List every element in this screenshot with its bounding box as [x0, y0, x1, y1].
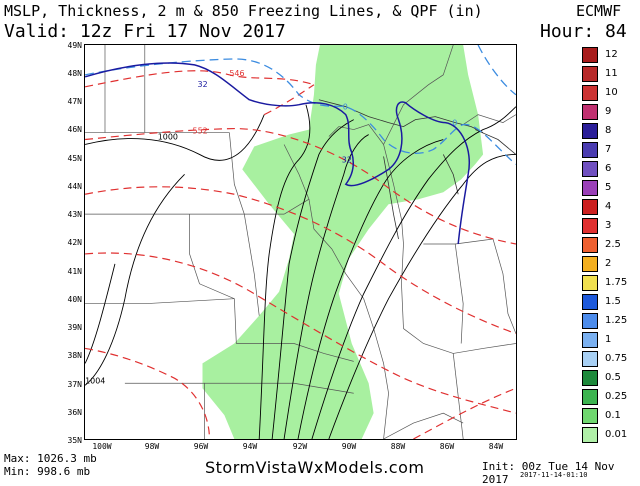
legend-label: 11	[605, 68, 618, 79]
legend-swatch	[582, 66, 598, 82]
legend-label: 0.5	[605, 372, 621, 383]
max-pressure: Max: 1026.3 mb	[4, 452, 97, 465]
legend-label: 0.75	[605, 353, 628, 364]
legend-swatch	[582, 161, 598, 177]
qpf-precip-area	[202, 45, 484, 439]
lon-label: 88W	[390, 442, 406, 451]
legend-swatch	[582, 313, 598, 329]
lon-label: 84W	[488, 442, 504, 451]
freezing-line-2m	[85, 62, 470, 245]
legend-swatch	[582, 47, 598, 63]
lon-label: 86W	[439, 442, 455, 451]
legend-swatch	[582, 123, 598, 139]
map-title: MSLP, Thickness, 2 m & 850 Freezing Line…	[4, 2, 483, 20]
legend-swatch	[582, 427, 598, 443]
freezing-32-west-label: 32	[198, 80, 208, 89]
forecast-hour: Hour: 84	[540, 21, 627, 42]
state-boundaries	[85, 45, 516, 439]
lat-label: 41N	[67, 267, 82, 276]
legend-label: 4	[605, 201, 612, 212]
legend-swatch	[582, 199, 598, 215]
isobars	[85, 104, 516, 439]
lat-label: 38N	[67, 351, 82, 360]
lon-label: 96W	[193, 442, 209, 451]
qpf-legend: 12 11 10 9 8 7 6 5 4 3 2.5 2 1.75 1.5 1.25 1 0.75 0.5 0.25…	[572, 47, 632, 445]
legend-label: 8	[605, 125, 612, 136]
model-name: ECMWF	[576, 2, 622, 20]
lat-label: 39N	[67, 323, 82, 332]
lon-label: 90W	[341, 442, 357, 451]
legend-swatch	[582, 351, 598, 367]
lat-label: 43N	[67, 210, 82, 219]
lat-label: 46N	[67, 125, 82, 134]
legend-label: 1	[605, 334, 612, 345]
legend-label: 0.1	[605, 410, 621, 421]
legend-swatch	[582, 256, 598, 272]
legend-swatch	[582, 294, 598, 310]
legend-label: 7	[605, 144, 612, 155]
lat-label: 44N	[67, 182, 82, 191]
legend-swatch	[582, 370, 598, 386]
legend-swatch	[582, 332, 598, 348]
thickness-contours	[85, 70, 516, 439]
legend-swatch	[582, 389, 598, 405]
site-watermark: StormVistaWxModels.com	[205, 458, 425, 477]
lat-label: 40N	[67, 295, 82, 304]
lon-label: 100W	[92, 442, 112, 451]
legend-swatch	[582, 237, 598, 253]
legend-swatch	[582, 142, 598, 158]
lat-label: 45N	[67, 154, 82, 163]
legend-label: 1.75	[605, 277, 628, 288]
lat-label: 36N	[67, 408, 82, 417]
legend-swatch	[582, 85, 598, 101]
legend-label: 3	[605, 220, 612, 231]
lon-label: 98W	[144, 442, 160, 451]
min-pressure: Min: 998.6 mb	[4, 465, 91, 478]
isobar-1004-label: 1004	[85, 376, 105, 385]
thickness-546-label: 546	[229, 69, 244, 78]
legend-label: 9	[605, 106, 612, 117]
legend-label: 0.01	[605, 429, 628, 440]
lat-label: 49N	[67, 41, 82, 50]
legend-label: 12	[605, 49, 618, 60]
lon-label: 92W	[292, 442, 308, 451]
lat-label: 42N	[67, 238, 82, 247]
legend-swatch	[582, 275, 598, 291]
forecast-map: 546 552 1000 1004 32 32 0 0	[84, 44, 517, 440]
legend-label: 1.25	[605, 315, 628, 326]
legend-label: 2.5	[605, 239, 621, 250]
freezing-32-center-label: 32	[342, 155, 352, 164]
legend-label: 0.25	[605, 391, 628, 402]
freezing-0-label-a: 0	[343, 103, 348, 112]
legend-label: 5	[605, 182, 612, 193]
legend-swatch	[582, 180, 598, 196]
valid-time: Valid: 12z Fri 17 Nov 2017	[4, 21, 286, 42]
lat-label: 35N	[67, 436, 82, 445]
isobar-1000-label: 1000	[158, 133, 178, 142]
legend-label: 1.5	[605, 296, 621, 307]
legend-swatch	[582, 408, 598, 424]
lat-label: 47N	[67, 97, 82, 106]
freezing-line-850	[85, 45, 516, 165]
lon-label: 94W	[242, 442, 258, 451]
legend-label: 10	[605, 87, 618, 98]
legend-swatch	[582, 218, 598, 234]
lat-label: 48N	[67, 69, 82, 78]
freezing-0-label-b: 0	[452, 119, 457, 128]
thickness-552-label: 552	[193, 127, 208, 136]
generation-stamp: 2017-11-14-01:10	[520, 471, 588, 479]
legend-label: 6	[605, 163, 612, 174]
legend-label: 2	[605, 258, 612, 269]
lat-label: 37N	[67, 380, 82, 389]
legend-swatch	[582, 104, 598, 120]
